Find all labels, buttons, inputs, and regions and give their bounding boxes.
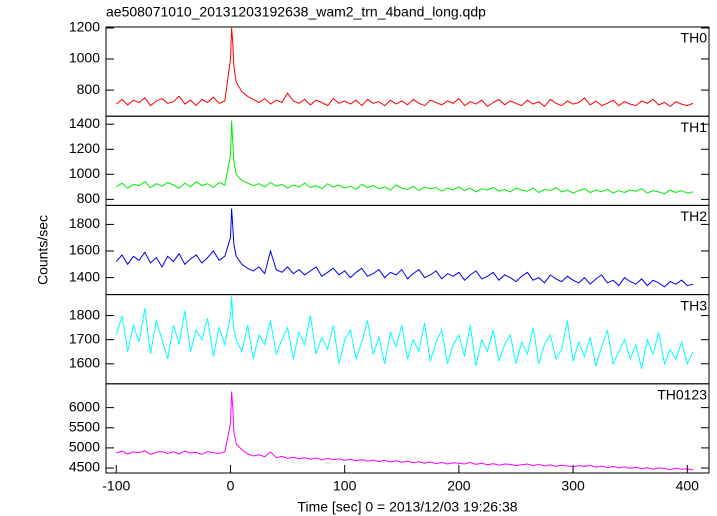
x-tick-label: 0 (227, 478, 235, 494)
x-tick-label: 400 (676, 478, 700, 494)
light-curve (115, 27, 694, 108)
panel-label: TH0123 (657, 387, 707, 403)
y-tick-label: 4500 (69, 459, 100, 475)
panel-label: TH2 (681, 208, 708, 224)
y-tick-label: 1400 (69, 268, 100, 284)
x-tick-label: 100 (333, 478, 357, 494)
y-tick-label: 5000 (69, 439, 100, 455)
x-tick-label: 300 (561, 478, 585, 494)
y-tick-label: 1000 (69, 165, 100, 181)
y-tick-label: 6000 (69, 398, 100, 414)
y-axis-label: Counts/sec (35, 215, 51, 285)
y-tick-label: 1600 (69, 354, 100, 370)
y-tick-label: 800 (77, 81, 101, 97)
y-tick-label: 800 (77, 190, 101, 206)
y-tick-label: 1200 (69, 140, 100, 156)
y-tick-label: 5500 (69, 418, 100, 434)
panel-frame (105, 383, 710, 474)
y-tick-label: 1800 (69, 306, 100, 322)
light-curve (115, 208, 694, 288)
panel-frame (105, 294, 710, 385)
y-tick-label: 1400 (69, 115, 100, 131)
x-tick-label: -100 (102, 478, 130, 494)
y-tick-label: 1700 (69, 330, 100, 346)
light-curve (116, 391, 694, 471)
panel-frame (105, 26, 710, 117)
chart-title: ae508071010_20131203192638_wam2_trn_4ban… (106, 4, 486, 20)
panel-frame (105, 204, 710, 296)
x-axis-label: Time [sec] 0 = 2013/12/03 19:26:38 (297, 499, 517, 515)
panel-frame (105, 115, 710, 206)
x-tick-label: 200 (447, 478, 471, 494)
y-tick-label: 1000 (69, 50, 100, 66)
panel-label: TH3 (681, 297, 708, 313)
panel-label: TH0 (681, 30, 708, 46)
panel-label: TH1 (681, 119, 708, 135)
light-curve (116, 120, 694, 195)
y-tick-label: 1200 (69, 19, 100, 35)
light-curve (115, 296, 694, 369)
y-tick-label: 1800 (69, 215, 100, 231)
y-tick-label: 1600 (69, 242, 100, 258)
